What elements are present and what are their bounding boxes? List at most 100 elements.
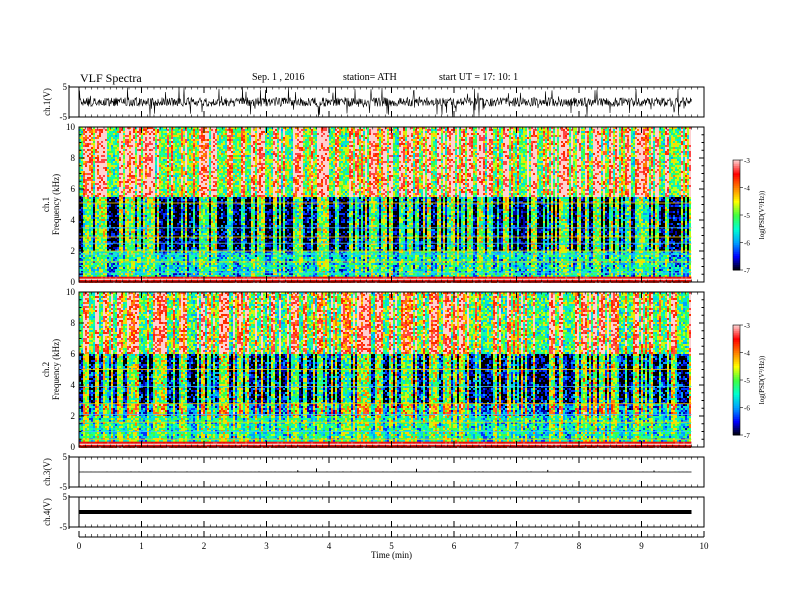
ch2-spec-colorbar-cell [733,365,740,368]
ch1-spec-colorbar-cell [733,160,740,163]
ch2-spec-colorbar-cell [733,345,740,348]
ch2-spec-colorbar-tick-label: -6 [744,405,750,413]
ch1-spec-colorbar-cell [733,163,740,166]
ch1-spec-colorbar-cell [733,193,740,196]
ch1-spec-colorbar-cell [733,233,740,236]
x-tick-label: 7 [514,541,519,551]
ch1-spec-colorbar-cell [733,161,740,165]
ch2-spec-colorbar-cell [733,429,740,432]
ch2-spec-colorbar-cell [733,356,740,359]
ch1-spec-colorbar-cell [733,224,740,227]
ch1-spec-colorbar-cell [733,229,740,232]
ch1-spec-ylabel: Frequency (kHz) [51,174,61,235]
ch1-wave-ylabel: ch.1(V) [42,88,52,116]
ch2-spec-colorbar-cell [733,370,740,374]
ch2-spec-colorbar-label: log(PSD(V²/Hz)) [758,355,766,404]
ch2-spec-colorbar-cell [733,381,740,385]
ch1-spec-colorbar-cell [733,218,740,221]
ch1-spec-colorbar-cell [733,200,740,203]
ch1-spec-colorbar-cell [733,205,740,209]
ch1-spec-colorbar-cell [733,264,740,267]
ch1-spec-colorbar-cell [733,207,740,210]
ch1-spec-colorbar-cell [733,213,740,216]
ch3-wave-ytick-label: 5 [63,452,68,462]
ch2-spec-colorbar-cell [733,392,740,396]
ch2-spec-colorbar-cell [733,376,740,379]
ch2-spec-colorbar-cell [733,425,740,429]
ch1-spec-colorbar-cell [733,174,740,177]
ch1-spec-colorbar-cell [733,172,740,176]
ch1-spec-colorbar-cell [733,171,740,174]
ch1-spec-colorbar-cell [733,196,740,199]
ch2-spec-colorbar-cell [733,354,740,357]
ch2-spec-colorbar-cell [733,391,740,394]
ch1-spec-ytick-label: 6 [71,184,76,194]
ch2-spec-colorbar-cell [733,396,740,399]
ch3-wave-ylabel: ch.3(V) [42,458,52,486]
ch2-spec-colorbar-cell [733,374,740,377]
ch1-spec-colorbar-cell [733,198,740,201]
ch1-spec-colorbar-cell [733,227,740,231]
ch1-spec-colorbar-cell [733,237,740,240]
ch2-spec-colorbar-cell [733,380,740,383]
x-tick-label: 2 [202,541,207,551]
ch1-spec-colorbar-cell [733,257,740,260]
ch1-spec-colorbar-cell [733,202,740,205]
ch1-spec-colorbar-cell [733,240,740,243]
ch2-spec-colorbar-cell [733,422,740,425]
date-label: Sep. 1 , 2016 [252,72,305,83]
ch2-spec-colorbar-cell [733,402,740,405]
ch2-spec-colorbar-cell [733,409,740,412]
ch2-spec-colorbar-cell [733,372,740,375]
ch1-spec-ytick-label: 4 [71,215,76,225]
ch1-spec-colorbar-cell [733,182,740,185]
ch1-spec-colorbar-cell [733,248,740,251]
chart-title: VLF Spectra [80,71,142,86]
ch2-spec-colorbar-tick-label: -7 [744,432,750,440]
ch1-spec-colorbar-cell [733,246,740,249]
ch2-spec-colorbar-cell [733,348,740,352]
ch2-spec-colorbar-cell [733,383,740,386]
ch1-spec-colorbar-cell [733,204,740,207]
ch1-spec-colorbar-cell [733,189,740,192]
ch1-spec-colorbar-cell [733,187,740,190]
ch2-spec-colorbar-cell [733,363,740,366]
ch1-spec-colorbar-cell [733,262,740,265]
ch4-wave-ytick-label: -5 [60,522,68,532]
ch1-spec-colorbar-cell [733,185,740,188]
ch2-spec-colorbar-cell [733,350,740,353]
ch1-spec-heatmap [79,127,692,283]
ch4-wave-ylabel: ch.4(V) [42,498,52,526]
x-tick-label: 0 [77,541,82,551]
ch1-spec-colorbar-cell [733,169,740,172]
ch2-spec-colorbar-cell [733,387,740,390]
ch2-spec-colorbar-tick-label: -3 [744,322,750,330]
ch2-spec-colorbar-cell [733,420,740,423]
ch2-spec-colorbar-cell [733,405,740,408]
ch1-spec-colorbar-tick-label: -7 [744,267,750,275]
x-tick-label: 4 [327,541,332,551]
start-time-label: start UT = 17: 10: 1 [439,72,518,83]
ch2-spec-channel-label: ch.2 [41,362,51,377]
ch1-spec-colorbar-cell [733,259,740,262]
ch2-spec-colorbar-cell [733,336,740,339]
ch1-spec-ytick-label: 0 [71,277,76,287]
ch2-spec-colorbar-tick-label: -4 [744,350,750,358]
ch2-spec-colorbar-cell [733,385,740,388]
ch2-spec-colorbar-cell [733,337,740,341]
ch2-spec-colorbar-cell [733,424,740,427]
ch1-spec-colorbar-cell [733,231,740,234]
ch2-spec-colorbar-cell [733,358,740,361]
x-tick-label: 10 [700,541,710,551]
ch2-spec-colorbar-cell [733,418,740,421]
ch1-wave-ytick-label: 5 [63,82,68,92]
ch2-spec-colorbar-cell [733,369,740,372]
ch2-spec-colorbar [732,324,743,436]
ch1-spec-colorbar-cell [733,183,740,187]
x-tick-label: 9 [639,541,644,551]
ch2-spec-colorbar-cell [733,325,740,328]
ch1-spec-colorbar-cell [733,268,740,271]
ch4-wave-trace [79,510,692,514]
ch1-spec-colorbar-cell [733,244,740,247]
ch2-spec-colorbar-cell [733,398,740,401]
